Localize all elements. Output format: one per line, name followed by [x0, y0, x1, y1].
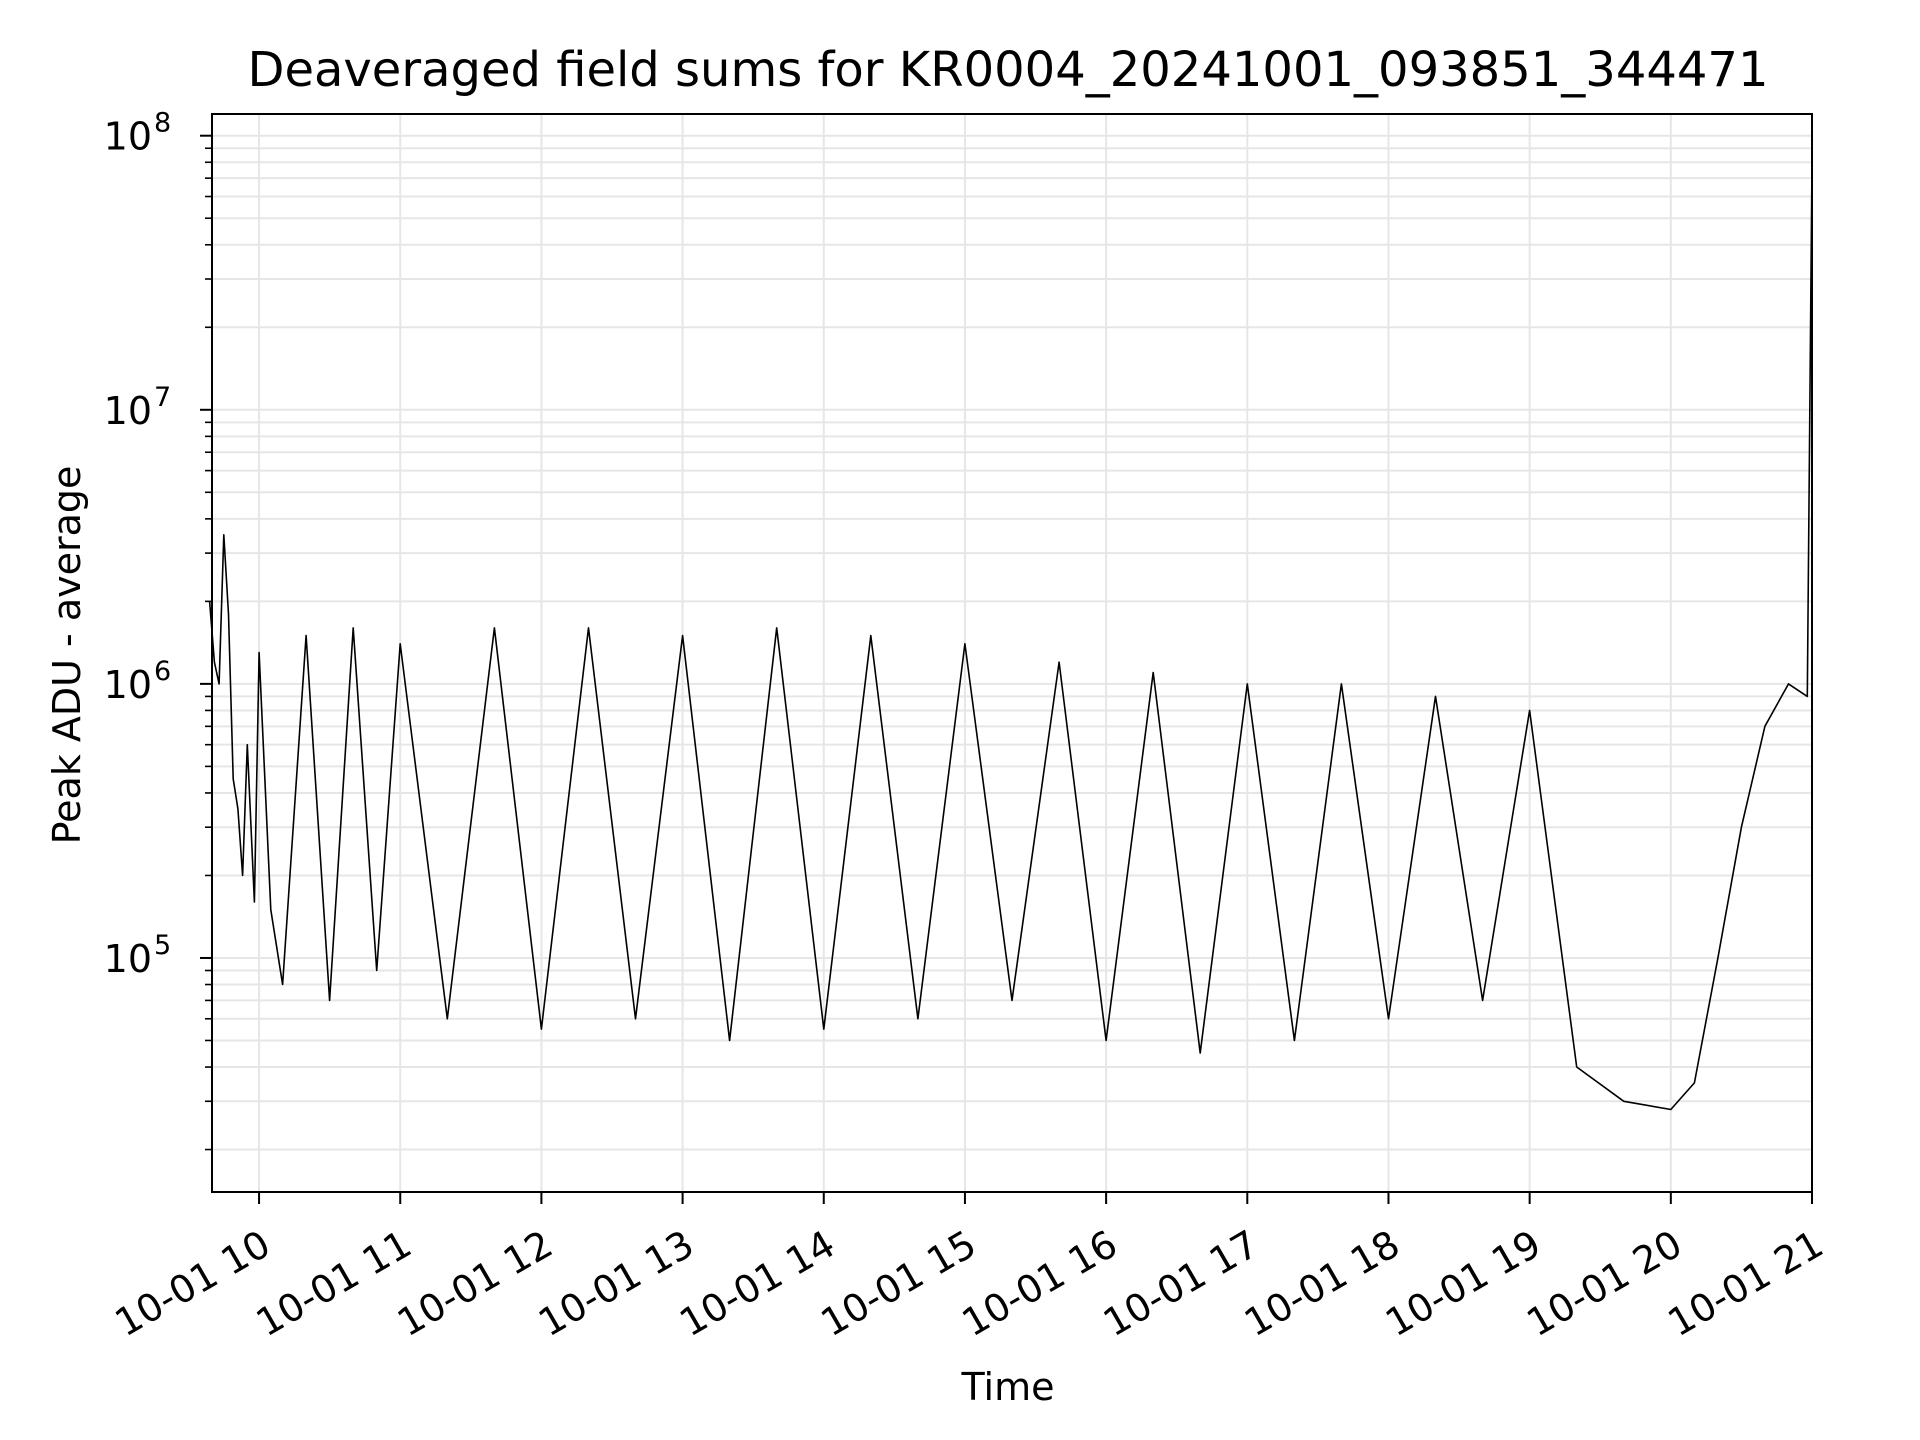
x-axis-label: Time [961, 1365, 1055, 1409]
y-tick-exponent: 5 [154, 930, 171, 961]
grid-minor [212, 147, 1812, 1151]
y-tick-exponent: 6 [154, 656, 171, 687]
y-tick-label: 10 [104, 389, 152, 433]
series-layer [208, 162, 1813, 1111]
series-line [208, 162, 1813, 1111]
y-tick-exponent: 7 [154, 382, 171, 413]
y-tick-label: 10 [104, 663, 152, 707]
y-tick-label: 10 [104, 115, 152, 159]
chart-title: Deaveraged field sums for KR0004_2024100… [247, 42, 1768, 98]
y-tick-label: 10 [104, 937, 152, 981]
plot-frame [211, 113, 1813, 1193]
y-tick-exponent: 8 [154, 108, 171, 139]
y-axis-label: Peak ADU - average [45, 466, 89, 845]
